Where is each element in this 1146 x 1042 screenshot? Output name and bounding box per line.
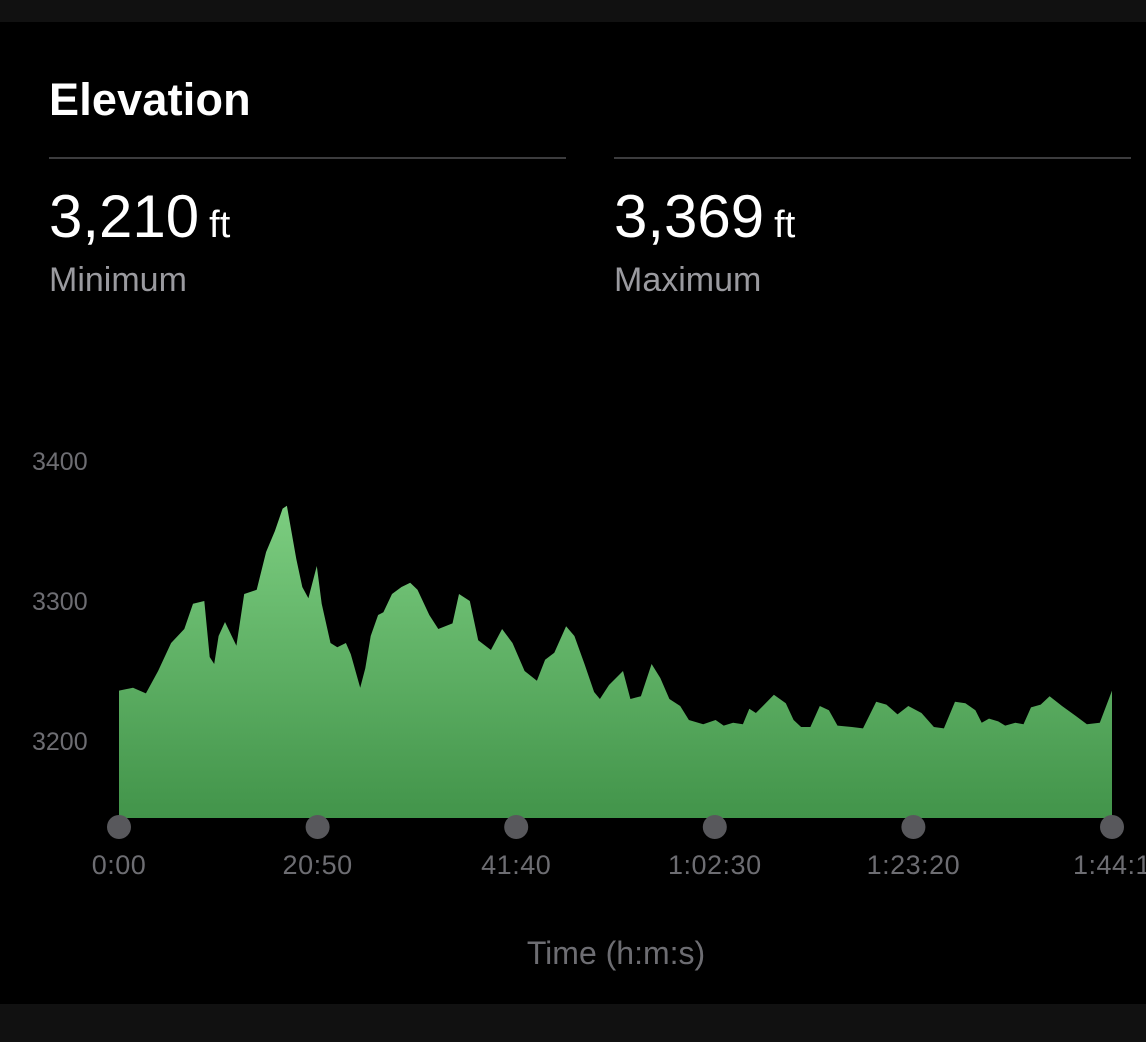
- stat-maximum-unit: ft: [774, 204, 796, 246]
- x-tick-marker: [1100, 815, 1124, 839]
- y-tick-label: 3300: [32, 588, 88, 616]
- x-tick-label: 20:50: [283, 850, 353, 880]
- x-tick-marker: [901, 815, 926, 839]
- stat-maximum-label: Maximum: [614, 261, 762, 299]
- x-tick-marker: [107, 815, 131, 839]
- y-tick-label: 3200: [32, 728, 88, 756]
- x-tick-label: 0:00: [92, 850, 147, 880]
- x-tick-label: 1:02:30: [668, 850, 762, 880]
- card-title: Elevation: [49, 74, 251, 125]
- x-tick-marker: [702, 815, 727, 839]
- stat-maximum: 3,369 ft Maximum: [614, 157, 1131, 300]
- x-tick-marker: [305, 815, 330, 839]
- y-tick-label: 3400: [32, 448, 88, 476]
- stat-minimum-label: Minimum: [49, 261, 187, 299]
- stat-minimum-unit: ft: [209, 204, 231, 246]
- x-tick-label: 1:44:1: [1073, 850, 1146, 880]
- x-tick-label: 41:40: [481, 850, 551, 880]
- stat-minimum-value: 3,210: [49, 183, 200, 250]
- x-tick-label: 1:23:20: [867, 850, 961, 880]
- x-axis-title: Time (h:m:s): [527, 935, 705, 971]
- elevation-area: [119, 505, 1112, 818]
- stat-minimum: 3,210 ft Minimum: [49, 157, 566, 300]
- stat-maximum-value: 3,369: [614, 183, 765, 250]
- x-tick-marker: [504, 815, 529, 839]
- elevation-card: [0, 22, 1146, 1004]
